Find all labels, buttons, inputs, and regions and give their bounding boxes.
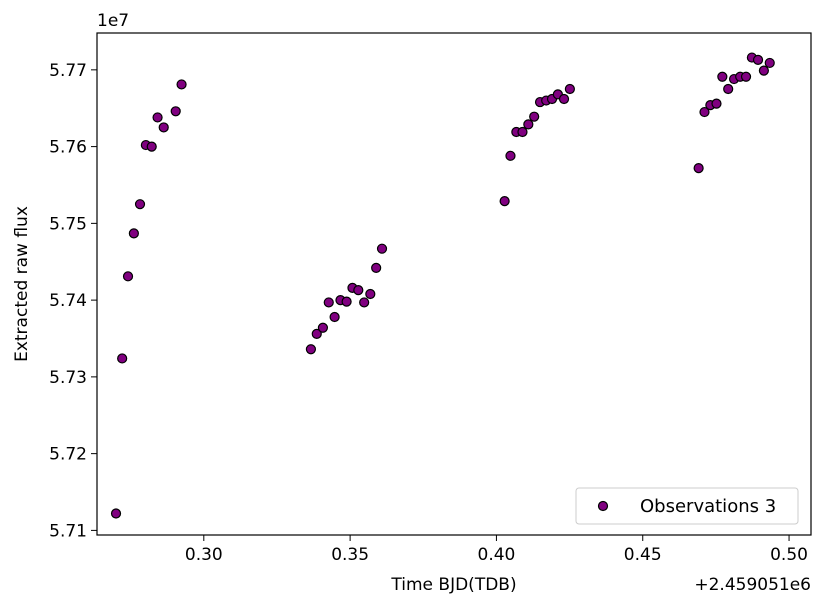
- data-point: [740, 71, 752, 82]
- data-point: [359, 297, 370, 308]
- data-point: [311, 328, 322, 339]
- data-point: [764, 57, 775, 69]
- data-point: [110, 508, 122, 519]
- data-point: [517, 126, 528, 138]
- data-point: [117, 353, 128, 364]
- data-point: [717, 71, 728, 82]
- data-point: [564, 83, 575, 95]
- data-point: [176, 79, 187, 90]
- legend-box: [575, 487, 799, 525]
- legend-entry: Observations 3: [640, 496, 776, 517]
- y-scale-label: 1e7: [97, 11, 129, 31]
- data-point: [158, 122, 169, 133]
- legend-marker: [597, 500, 609, 512]
- legend: Observations 3: [575, 487, 799, 525]
- y-tick-label: 5.71: [49, 521, 87, 541]
- x-offset-label: +2.459051e6: [694, 575, 811, 595]
- y-tick-label: 5.76: [49, 138, 87, 158]
- data-point: [499, 196, 510, 207]
- x-tick-label: 0.40: [478, 545, 516, 565]
- data-point: [146, 141, 157, 152]
- data-point: [134, 199, 146, 210]
- x-tick-label: 0.35: [331, 545, 369, 565]
- data-point: [505, 150, 516, 161]
- axis-ticks: 0.30 0.35 0.40 0.45 0.50 5.71 5.72 5.73 5.74 5.75…: [49, 61, 808, 565]
- data-point: [699, 106, 710, 118]
- data-point: [529, 111, 540, 122]
- y-tick-label: 5.72: [49, 445, 87, 465]
- data-point: [752, 54, 764, 65]
- data-point: [376, 243, 388, 254]
- data-point: [152, 112, 163, 123]
- data-point: [170, 106, 181, 117]
- data-point: [371, 262, 382, 273]
- data-point: [723, 83, 734, 95]
- x-tick-label: 0.45: [624, 545, 662, 565]
- data-point: [365, 288, 376, 300]
- data-point: [758, 65, 769, 76]
- data-point: [341, 296, 352, 307]
- data-point: [305, 344, 317, 355]
- data-point: [323, 297, 334, 308]
- y-tick-label: 5.74: [49, 291, 87, 311]
- y-tick-label: 5.75: [49, 214, 87, 234]
- data-point: [693, 162, 704, 174]
- data-point: [353, 285, 364, 296]
- data-point: [128, 228, 139, 239]
- x-tick-label: 0.50: [770, 545, 808, 565]
- x-tick-label: 0.30: [185, 545, 223, 565]
- y-tick-label: 5.73: [49, 368, 87, 388]
- y-tick-label: 5.77: [49, 61, 87, 81]
- data-point: [711, 98, 722, 109]
- data-point: [523, 119, 534, 130]
- data-point: [317, 322, 329, 333]
- plot-frame: [96, 32, 812, 536]
- data-point: [329, 311, 340, 323]
- x-axis-label: Time BJD(TDB): [390, 575, 516, 595]
- data-point: [122, 271, 134, 282]
- data-points: [110, 52, 775, 519]
- y-axis-label: Extracted raw flux: [12, 206, 32, 362]
- data-point: [558, 93, 570, 105]
